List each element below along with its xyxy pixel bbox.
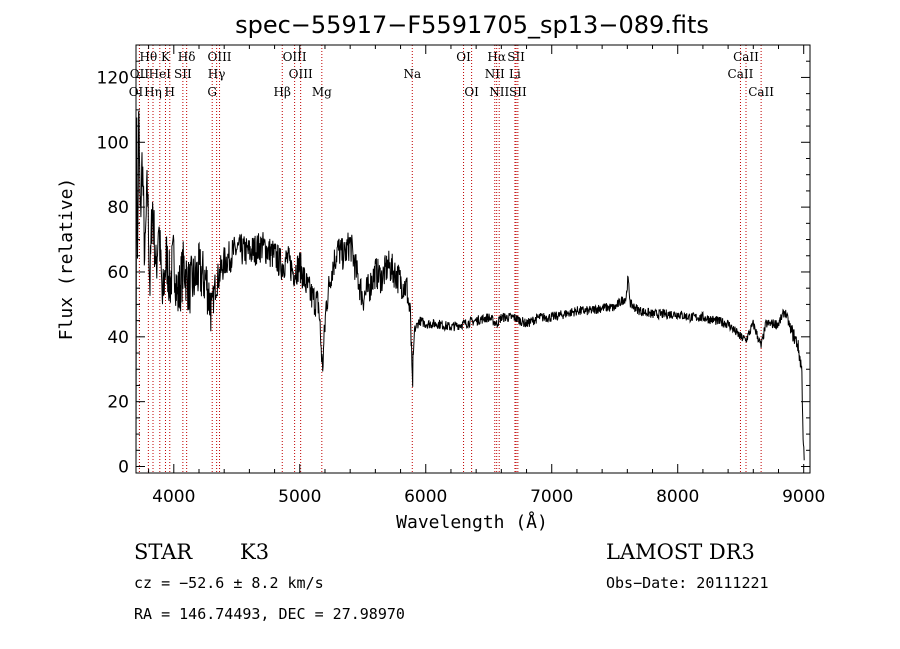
x-tick-label-4000: 4000 xyxy=(152,487,195,507)
line-label-12: Hγ xyxy=(208,67,226,81)
x-tick-label-6000: 6000 xyxy=(404,487,447,507)
axis-ticks: 4000 5000 6000 7000 8000 9000 0 20 40 60 80 100 120 xyxy=(97,45,825,507)
line-label-6: Hα xyxy=(487,50,506,64)
line-label-22: Hβ xyxy=(274,85,291,99)
redshift-velocity: cz = −52.6 ± 8.2 km/s xyxy=(134,574,324,592)
y-tick-label-40: 40 xyxy=(107,328,129,348)
line-label-19: Hη xyxy=(144,85,162,99)
line-label-21: G xyxy=(207,85,217,99)
line-label-3: OIII xyxy=(207,50,231,64)
y-tick-label-60: 60 xyxy=(107,263,129,283)
object-subclass: K3 xyxy=(240,540,269,564)
plot-frame xyxy=(135,44,811,474)
line-label-20: H xyxy=(165,85,175,99)
line-label-1: K xyxy=(161,50,171,64)
line-label-10: HeI xyxy=(149,67,172,81)
y-axis-label: Flux (relative) xyxy=(56,178,77,341)
y-tick-label-100: 100 xyxy=(97,133,129,153)
y-tick-label-20: 20 xyxy=(107,393,129,413)
x-tick-label-8000: 8000 xyxy=(656,487,699,507)
y-tick-label-0: 0 xyxy=(118,458,129,478)
line-label-23: Mg xyxy=(312,85,332,99)
line-label-15: NII xyxy=(485,67,505,81)
line-label-24: OI xyxy=(464,85,479,99)
x-tick-label-7000: 7000 xyxy=(530,487,573,507)
line-label-8: CaII xyxy=(733,50,759,64)
line-label-25: NII xyxy=(489,85,509,99)
ra-dec-coordinates: RA = 146.74493, DEC = 27.98970 xyxy=(134,605,405,623)
line-label-7: SII xyxy=(507,50,525,64)
line-label-27: CaII xyxy=(748,85,774,99)
x-axis-label: Wavelength (Å) xyxy=(396,511,548,533)
line-label-16: Li xyxy=(509,67,521,81)
line-label-4: OIII xyxy=(283,50,307,64)
y-tick-label-120: 120 xyxy=(97,68,129,88)
line-label-5: OI xyxy=(456,50,471,64)
x-tick-label-5000: 5000 xyxy=(278,487,321,507)
x-tick-label-9000: 9000 xyxy=(782,487,825,507)
line-label-13: OIII xyxy=(289,67,313,81)
line-label-17: CaII xyxy=(728,67,754,81)
survey-name: LAMOST DR3 xyxy=(606,540,755,564)
line-label-11: SII xyxy=(174,67,192,81)
spectrum-series xyxy=(135,111,805,467)
observation-date: Obs−Date: 20111221 xyxy=(606,574,769,592)
y-tick-label-80: 80 xyxy=(107,198,129,218)
line-label-0: Hθ xyxy=(139,50,157,64)
line-label-9: OII xyxy=(130,67,150,81)
chart-title: spec−55917−F5591705_sp13−089.fits xyxy=(235,11,709,39)
line-label-2: Hδ xyxy=(178,50,196,64)
spectrum-line xyxy=(135,111,805,467)
line-label-26: SII xyxy=(509,85,527,99)
object-class: STAR xyxy=(134,540,193,564)
line-label-14: Na xyxy=(403,67,421,81)
